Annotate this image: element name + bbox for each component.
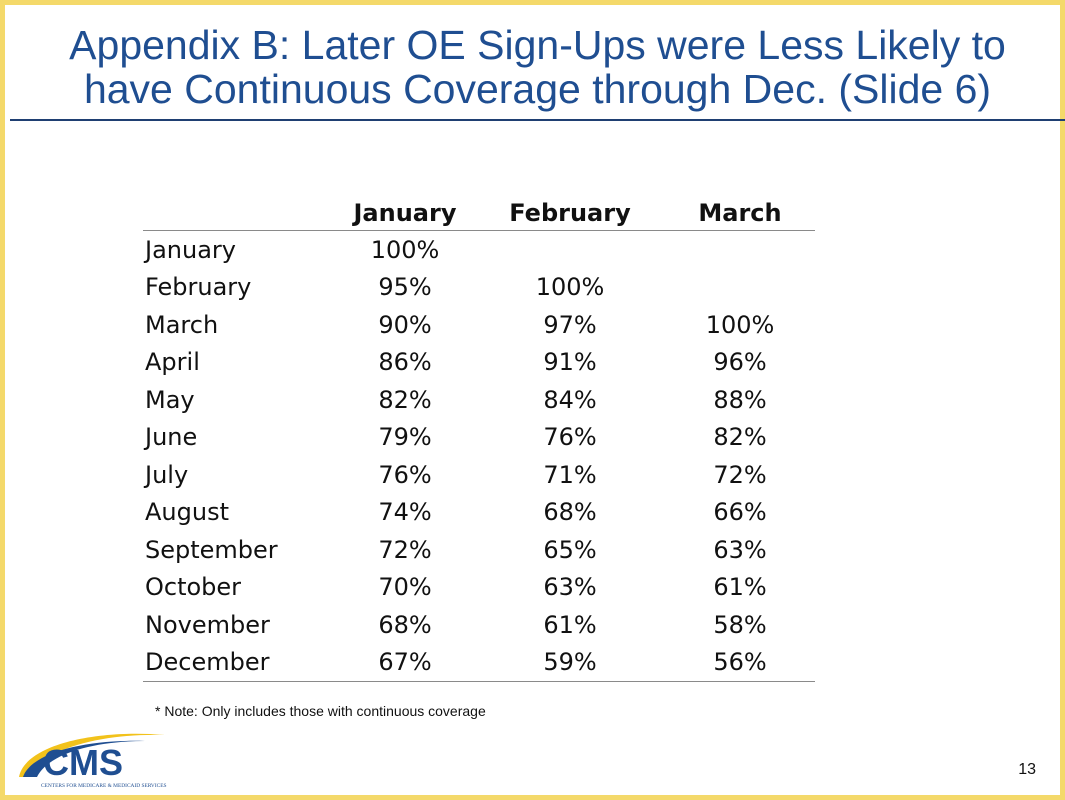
coverage-table: January February March January 100% Februa… [143, 195, 815, 682]
table-cell: 97% [543, 310, 597, 339]
cms-logo: CMS CENTERS FOR MEDICARE & MEDICAID SERV… [15, 727, 185, 793]
row-label: April [145, 348, 200, 377]
table-cell: 86% [378, 348, 432, 377]
cms-logo-graphic: CMS CENTERS FOR MEDICARE & MEDICAID SERV… [19, 733, 167, 789]
row-label: March [145, 310, 219, 339]
table-cell: 67% [335, 643, 475, 682]
row-label: September [145, 535, 278, 564]
row-label: August [145, 498, 229, 527]
title-divider [10, 119, 1065, 121]
table-cell: 65% [543, 535, 597, 564]
table-cell: 56% [665, 643, 815, 682]
table-header-corner [143, 195, 335, 231]
table-cell: 100% [535, 273, 605, 302]
table-row: October 70% 63% 61% [143, 569, 815, 607]
logo-tagline: CENTERS FOR MEDICARE & MEDICAID SERVICES [41, 783, 167, 789]
table-row: December 67% 59% 56% [143, 643, 815, 682]
table-cell: 66% [713, 498, 767, 527]
row-label: February [145, 273, 252, 302]
table-cell: 76% [378, 460, 432, 489]
table-cell [665, 231, 815, 269]
column-header: March [665, 195, 815, 231]
table-cell: 84% [543, 385, 597, 414]
table-row: April 86% 91% 96% [143, 344, 815, 382]
logo-swoosh-inner [23, 740, 145, 777]
slide-title: Appendix B: Later OE Sign-Ups were Less … [5, 23, 1065, 111]
column-header: January [335, 195, 475, 231]
row-label: May [145, 385, 195, 414]
table-cell [475, 231, 665, 269]
page-number: 13 [1018, 761, 1036, 778]
table-cell: 63% [543, 573, 597, 602]
table-cell: 95% [378, 273, 432, 302]
table-row: August 74% 68% 66% [143, 494, 815, 532]
table-cell: 90% [378, 310, 432, 339]
slide-title-line-2: have Continuous Coverage through Dec. (S… [83, 66, 992, 112]
row-label: November [145, 610, 270, 639]
table-cell: 58% [713, 610, 767, 639]
row-label: June [145, 423, 198, 452]
table-header-row: January February March [143, 195, 815, 231]
table-cell: 74% [378, 498, 432, 527]
row-label: January [145, 235, 236, 264]
table-cell: 61% [713, 573, 767, 602]
table-cell: 61% [543, 610, 597, 639]
column-header: February [475, 195, 665, 231]
row-label: December [143, 643, 335, 682]
table-cell [665, 269, 815, 307]
row-label: July [145, 460, 189, 489]
table-cell: 82% [713, 423, 767, 452]
table-row: July 76% 71% 72% [143, 456, 815, 494]
table-cell: 70% [378, 573, 432, 602]
table-cell: 72% [713, 460, 767, 489]
table-cell: 100% [705, 310, 775, 339]
table-row: September 72% 65% 63% [143, 531, 815, 569]
table-cell: 76% [543, 423, 597, 452]
table-cell: 68% [543, 498, 597, 527]
table-cell: 96% [713, 348, 767, 377]
table-row: November 68% 61% 58% [143, 606, 815, 644]
table-row: February 95% 100% [143, 269, 815, 307]
table-row: June 79% 76% 82% [143, 419, 815, 457]
logo-wordmark: CMS [43, 742, 123, 783]
table-cell: 72% [378, 535, 432, 564]
table-cell: 100% [370, 235, 440, 264]
table-body: January 100% February 95% 100% March 90% 97% 100… [143, 231, 815, 682]
table-row: January 100% [143, 231, 815, 269]
footnote: * Note: Only includes those with continu… [155, 703, 486, 719]
table-cell: 59% [475, 643, 665, 682]
table-cell: 63% [713, 535, 767, 564]
table-cell: 91% [543, 348, 597, 377]
table-row: March 90% 97% 100% [143, 306, 815, 344]
table-cell: 71% [543, 460, 597, 489]
table-cell: 68% [378, 610, 432, 639]
table-cell: 79% [378, 423, 432, 452]
slide-title-line-1: Appendix B: Later OE Sign-Ups were Less … [69, 22, 1006, 68]
row-label: October [145, 573, 242, 602]
table-cell: 88% [713, 385, 767, 414]
table-cell: 82% [378, 385, 432, 414]
table-row: May 82% 84% 88% [143, 381, 815, 419]
